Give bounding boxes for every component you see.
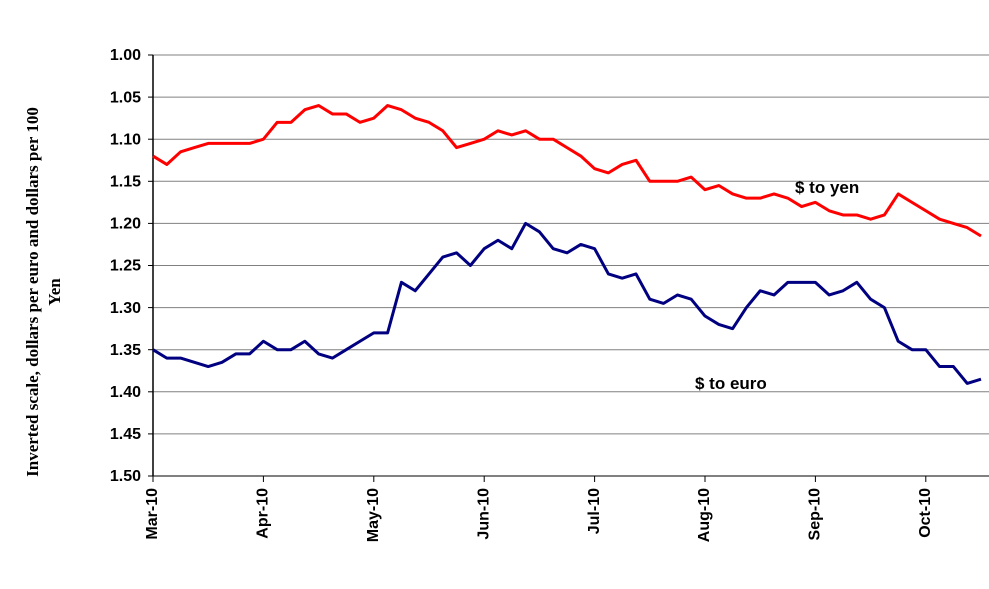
data-line [152, 104, 982, 238]
x-tick-label: Jul-10 [586, 488, 603, 534]
x-tick-label: Sep-10 [807, 488, 824, 541]
y-axis-label: Inverted scale, dollars per euro and dol… [23, 107, 64, 477]
y-tick-label: 1.00 [110, 47, 141, 64]
x-tick-label: Jun-10 [475, 488, 492, 540]
series-label: $ to yen [795, 178, 859, 197]
x-tick-label: Apr-10 [255, 488, 272, 539]
y-tick-label: 1.35 [110, 342, 141, 359]
y-tick-label: 1.05 [110, 89, 141, 106]
y-tick-label: 1.30 [110, 300, 141, 317]
y-tick-label: 1.10 [110, 131, 141, 148]
y-tick-label: 1.25 [110, 258, 141, 275]
y-tick-label: 1.20 [110, 216, 141, 233]
x-tick-label: Mar-10 [144, 488, 161, 540]
y-tick-label: 1.45 [110, 426, 141, 443]
y-tick-label: 1.15 [110, 174, 141, 191]
y-axis-label-line: Inverted scale, dollars per euro and dol… [23, 107, 42, 477]
y-tick-label: 1.50 [110, 468, 141, 485]
series-label: $ to euro [695, 374, 767, 393]
y-tick-label: 1.40 [110, 384, 141, 401]
data-line [152, 221, 982, 385]
x-tick-label: Aug-10 [696, 488, 713, 542]
y-axis-label-line: Yen [45, 278, 64, 306]
x-tick-label: Oct-10 [917, 488, 934, 538]
x-tick-label: May-10 [365, 488, 382, 542]
